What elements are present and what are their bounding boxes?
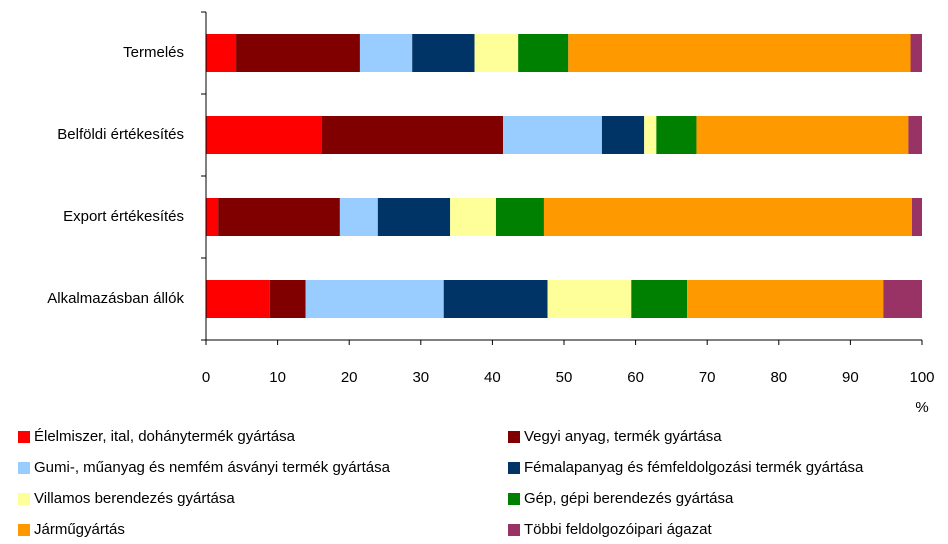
bar-segment	[321, 116, 504, 154]
bar-segment	[218, 198, 340, 236]
legend-label: Vegyi anyag, termék gyártása	[524, 428, 722, 445]
bar-segment	[911, 198, 922, 236]
bar-segment	[377, 198, 451, 236]
x-tick-label: 80	[770, 369, 787, 386]
x-tick-label: 70	[699, 369, 716, 386]
bar-segment	[305, 280, 444, 318]
legend-label: Járműgyártás	[34, 521, 125, 538]
legend-label: Gumi-, műanyag és nemfém ásványi termék …	[34, 459, 391, 476]
legend-label: Többi feldolgozóipari ágazat	[524, 521, 712, 538]
legend-label: Gép, gépi berendezés gyártása	[524, 490, 734, 507]
bar-segment	[601, 116, 645, 154]
bar-segment	[443, 280, 548, 318]
legend-swatch	[18, 431, 30, 443]
bar-segment	[883, 280, 922, 318]
bar-segment	[339, 198, 378, 236]
bar-segment	[495, 198, 544, 236]
y-tick-label: Belföldi értékesítés	[57, 126, 184, 143]
bar-segment	[206, 116, 322, 154]
x-tick-label: 60	[627, 369, 644, 386]
bar-segment	[450, 198, 496, 236]
bar-segment	[236, 34, 360, 72]
x-tick-label: 40	[484, 369, 501, 386]
x-tick-label: 30	[412, 369, 429, 386]
bar-segment	[547, 280, 632, 318]
bar-segment	[910, 34, 922, 72]
bar-segment	[543, 198, 912, 236]
bar-segment	[269, 280, 306, 318]
legend-swatch	[508, 431, 520, 443]
bar-segment	[518, 34, 569, 72]
bar-segment	[908, 116, 922, 154]
legend-swatch	[508, 462, 520, 474]
bar-segment	[503, 116, 602, 154]
bar-segment	[656, 116, 697, 154]
bar-segment	[568, 34, 911, 72]
x-axis-label: %	[915, 399, 928, 416]
y-tick-label: Export értékesítés	[63, 208, 184, 225]
x-tick-label: 10	[269, 369, 286, 386]
x-tick-label: 20	[341, 369, 358, 386]
bar-segment	[206, 280, 270, 318]
bar-segment	[359, 34, 413, 72]
bar-segment	[474, 34, 519, 72]
bar-segment	[696, 116, 909, 154]
legend-label: Villamos berendezés gyártása	[34, 490, 235, 507]
legend-swatch	[18, 524, 30, 536]
y-tick-label: Termelés	[123, 44, 184, 61]
legend-label: Élelmiszer, ital, dohánytermék gyártása	[34, 428, 296, 445]
x-tick-label: 0	[202, 369, 210, 386]
bar-segment	[631, 280, 688, 318]
y-tick-label: Alkalmazásban állók	[47, 290, 184, 307]
legend-swatch	[18, 493, 30, 505]
legend-swatch	[508, 493, 520, 505]
bar-segment	[206, 198, 219, 236]
bar-segment	[206, 34, 237, 72]
x-tick-label: 50	[556, 369, 573, 386]
bar-segment	[644, 116, 657, 154]
legend-swatch	[18, 462, 30, 474]
bar-segment	[687, 280, 884, 318]
x-tick-label: 100	[909, 369, 934, 386]
legend-label: Fémalapanyag és fémfeldolgozási termék g…	[524, 459, 864, 476]
bar-segment	[412, 34, 475, 72]
x-tick-label: 90	[842, 369, 859, 386]
legend-swatch	[508, 524, 520, 536]
